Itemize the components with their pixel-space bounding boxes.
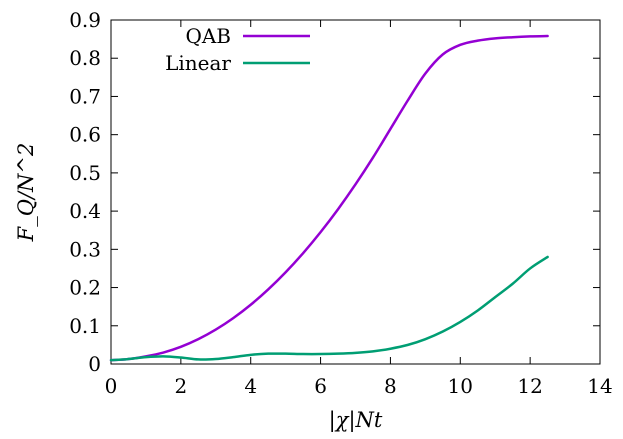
y-tick-label: 0.3 [69,237,101,261]
x-tick-label: 0 [105,374,118,398]
x-tick-label: 10 [448,374,473,398]
y-tick-label: 0.7 [69,84,101,108]
y-tick-label: 0.1 [69,314,101,338]
x-tick-label: 8 [384,374,397,398]
series-line-linear [109,255,549,362]
x-axis-label: |χ|Nt [329,408,383,433]
y-tick-label: 0.2 [69,276,101,300]
axis-ticks: 0 2 4 6 8 10 12 14 0 0.1 0.2 0.3 0.4 0.5 0.6 0.7 0.8 0.9 [69,8,613,398]
legend: QAB Linear [165,24,310,75]
y-tick-label: 0.8 [69,46,101,70]
plot-frame [110,19,601,365]
y-tick-label: 0.6 [69,123,101,147]
legend-label: Linear [165,51,231,75]
y-tick-label: 0 [88,352,101,376]
x-tick-label: 2 [174,374,187,398]
x-tick-label: 4 [244,374,257,398]
y-tick-label: 0.5 [69,161,101,185]
series-line-qab [109,34,549,362]
y-tick-label: 0.4 [69,199,101,223]
x-tick-label: 14 [587,374,612,398]
x-tick-label: 6 [314,374,327,398]
y-axis-label: F_Q/N^2 [14,143,38,243]
series-layer [109,34,549,362]
legend-label: QAB [185,24,231,48]
x-tick-label: 12 [517,374,542,398]
y-tick-label: 0.9 [69,8,101,32]
